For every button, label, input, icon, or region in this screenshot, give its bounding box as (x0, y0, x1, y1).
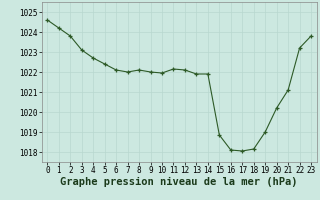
X-axis label: Graphe pression niveau de la mer (hPa): Graphe pression niveau de la mer (hPa) (60, 177, 298, 187)
